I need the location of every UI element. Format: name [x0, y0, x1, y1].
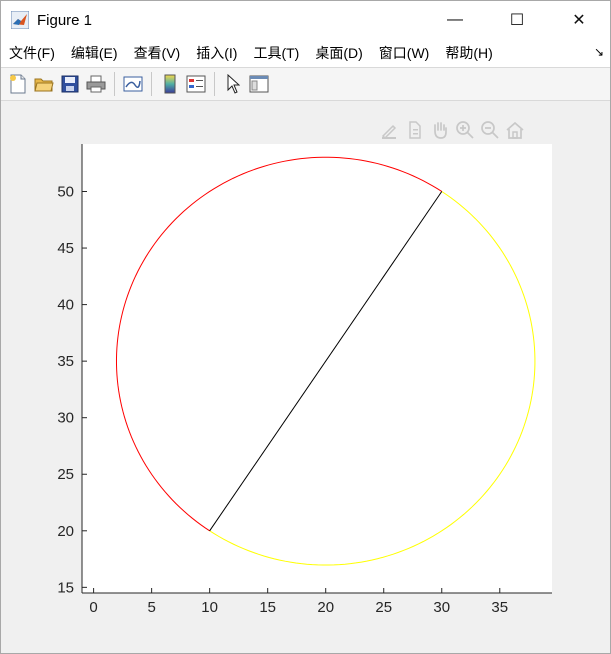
menu-window[interactable]: 窗口(W) [378, 45, 430, 61]
minimize-icon: — [447, 11, 463, 28]
menu-insert[interactable]: 插入(I) [196, 45, 238, 61]
print-button[interactable] [85, 73, 107, 95]
y-tick-label: 20 [57, 523, 74, 540]
menu-file[interactable]: 文件(F) [9, 45, 55, 61]
y-tick-label: 45 [57, 240, 74, 257]
link-plot-button[interactable] [122, 73, 144, 95]
menu-overflow-arrow-icon[interactable]: ↘ [593, 45, 604, 59]
axes-background [82, 144, 552, 593]
y-tick-label: 30 [57, 410, 74, 427]
edit-plot-button[interactable] [222, 73, 244, 95]
series-line-3 [209, 191, 443, 532]
plot-axes[interactable]: 0 5 10 15 20 25 30 35 15 20 25 30 35 40 45 50 [1, 102, 610, 653]
menu-help[interactable]: 帮助(H) [445, 45, 493, 61]
series-line-1 [115, 156, 443, 532]
legend-icon [186, 75, 206, 93]
data-tips-icon [409, 121, 421, 139]
pointer-icon [227, 74, 240, 94]
colorbar-icon [164, 74, 176, 94]
link-plot-icon [123, 76, 143, 92]
brush-icon [381, 124, 397, 140]
save-button[interactable] [59, 73, 81, 95]
save-icon [61, 75, 79, 93]
open-file-button[interactable] [33, 73, 55, 95]
x-tick-label: 5 [147, 599, 155, 616]
property-editor-icon [249, 75, 269, 93]
brush-button[interactable] [379, 119, 401, 141]
x-tick-label: 0 [89, 599, 97, 616]
x-tick-label: 25 [375, 599, 392, 616]
zoom-out-icon [481, 121, 499, 139]
x-tick-label: 10 [201, 599, 218, 616]
y-tick-label: 50 [57, 184, 74, 201]
menu-bar: 文件(F) 编辑(E) 查看(V) 插入(I) 工具(T) 桌面(D) 窗口(W… [1, 39, 610, 67]
window-controls: — ☐ ✕ [424, 1, 610, 39]
minimize-button[interactable]: — [424, 1, 486, 39]
print-icon [86, 75, 106, 93]
window-title: Figure 1 [37, 11, 93, 29]
toolbar-separator [114, 72, 115, 96]
y-tick-label: 25 [57, 466, 74, 483]
matlab-logo-icon [11, 11, 29, 29]
home-icon [506, 121, 524, 139]
data-tips-button[interactable] [404, 119, 426, 141]
new-figure-icon [10, 74, 26, 94]
y-tick-label: 35 [57, 353, 74, 370]
maximize-button[interactable]: ☐ [486, 1, 548, 39]
restore-view-button[interactable] [504, 119, 526, 141]
menu-view[interactable]: 查看(V) [133, 45, 181, 61]
zoom-in-button[interactable] [454, 119, 476, 141]
maximize-icon: ☐ [509, 12, 525, 29]
toolbar-separator [214, 72, 215, 96]
axes-toolbar [379, 119, 529, 141]
close-button[interactable]: ✕ [548, 1, 610, 39]
pan-icon [434, 122, 447, 139]
menu-desktop[interactable]: 桌面(D) [315, 45, 363, 61]
x-tick-label: 35 [491, 599, 508, 616]
property-editor-button[interactable] [248, 73, 270, 95]
zoom-in-icon [456, 121, 474, 139]
x-tick-label: 20 [317, 599, 334, 616]
figure-toolbar [1, 67, 610, 101]
x-tick-label: 15 [259, 599, 276, 616]
pan-button[interactable] [429, 119, 451, 141]
toolbar-separator [151, 72, 152, 96]
new-figure-button[interactable] [7, 73, 29, 95]
menu-tools[interactable]: 工具(T) [253, 45, 300, 61]
title-bar: Figure 1 — ☐ ✕ [1, 1, 610, 39]
menu-edit[interactable]: 编辑(E) [70, 45, 118, 61]
zoom-out-button[interactable] [479, 119, 501, 141]
close-icon: ✕ [572, 12, 586, 29]
y-tick-label: 15 [57, 579, 74, 596]
series-line-2 [209, 191, 536, 566]
x-tick-label: 30 [433, 599, 450, 616]
y-tick-label: 40 [57, 297, 74, 314]
open-file-icon [34, 78, 54, 92]
insert-legend-button[interactable] [185, 73, 207, 95]
insert-colorbar-button[interactable] [159, 73, 181, 95]
